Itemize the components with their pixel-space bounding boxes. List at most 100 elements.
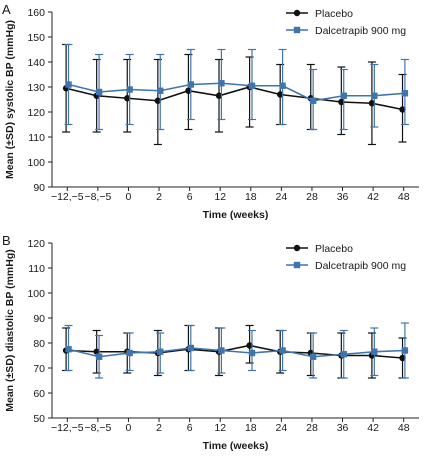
legend-label: Dalcetrapib 900 mg bbox=[315, 260, 406, 272]
data-point bbox=[215, 92, 223, 99]
data-point bbox=[371, 348, 378, 355]
data-point bbox=[279, 82, 286, 89]
x-tick-label: −8,−5 bbox=[84, 422, 111, 434]
y-tick-label: 100 bbox=[27, 157, 45, 169]
x-tick-label: 2 bbox=[156, 191, 162, 203]
y-tick-label: 70 bbox=[33, 363, 45, 375]
x-tick-label: 28 bbox=[306, 422, 318, 434]
data-point bbox=[338, 98, 345, 106]
data-point bbox=[371, 92, 378, 99]
x-tick-label: 12 bbox=[214, 191, 226, 203]
panel-label: A bbox=[2, 2, 11, 17]
data-point bbox=[399, 354, 406, 362]
data-point bbox=[126, 349, 133, 357]
data-point bbox=[340, 351, 347, 358]
data-point bbox=[246, 342, 253, 349]
data-point bbox=[248, 82, 256, 89]
x-tick-label: 12 bbox=[214, 422, 226, 434]
series-dalcetrapib bbox=[64, 322, 409, 379]
x-tick-label: 36 bbox=[337, 422, 349, 434]
series-line bbox=[65, 86, 403, 111]
series-dalcetrapib bbox=[64, 43, 409, 131]
legend-label: Placebo bbox=[315, 243, 353, 255]
panel-a-systolic: A 90 100 110 120 130 140 150 160 −12,−5 −8,−5 0 2 6 12… bbox=[2, 2, 419, 221]
legend-label: Dalcetrapib 900 mg bbox=[315, 25, 406, 37]
data-point bbox=[218, 347, 225, 354]
data-point bbox=[65, 346, 72, 353]
y-tick-label: 120 bbox=[27, 107, 45, 119]
series-line bbox=[68, 82, 405, 102]
x-tick-label: 0 bbox=[126, 422, 132, 434]
y-axis-title: Mean (±SD) systolic BP (mmHg) bbox=[4, 20, 16, 179]
y-tick-label: 120 bbox=[27, 238, 45, 250]
x-tick-label: −8,−5 bbox=[84, 191, 111, 203]
x-tick-label: 48 bbox=[398, 191, 410, 203]
x-axis-title: Time (weeks) bbox=[203, 209, 269, 221]
legend-marker bbox=[293, 244, 301, 252]
data-point bbox=[401, 347, 409, 354]
y-tick-label: 80 bbox=[33, 338, 45, 350]
data-point bbox=[187, 81, 195, 88]
legend-item: Placebo bbox=[286, 8, 353, 20]
data-point bbox=[309, 97, 317, 104]
x-tick-label: 42 bbox=[367, 422, 379, 434]
y-tick-label: 90 bbox=[33, 313, 45, 325]
x-tick-label: 24 bbox=[276, 191, 288, 203]
y-tick-label: 90 bbox=[33, 182, 45, 194]
data-point bbox=[340, 92, 347, 99]
legend-marker bbox=[293, 9, 301, 17]
y-tick-label: 140 bbox=[27, 57, 45, 69]
x-tick-label: 48 bbox=[398, 422, 410, 434]
data-point bbox=[368, 100, 376, 107]
x-tick-label: 0 bbox=[126, 191, 132, 203]
data-point bbox=[401, 90, 409, 97]
legend-item: Dalcetrapib 900 mg bbox=[286, 25, 406, 37]
legend-item: Placebo bbox=[286, 243, 353, 255]
panel-b-diastolic: B 50 60 70 80 90 100 110 120 −12,−5 −8,−5 0 2 6 12 18 24… bbox=[2, 233, 419, 452]
data-point bbox=[185, 87, 192, 94]
x-tick-label: 42 bbox=[367, 191, 379, 203]
data-point bbox=[95, 353, 103, 360]
y-tick-label: 130 bbox=[27, 82, 45, 94]
data-point bbox=[157, 348, 164, 355]
legend: Placebo Dalcetrapib 900 mg bbox=[286, 8, 406, 37]
x-tick-label: 18 bbox=[245, 191, 257, 203]
x-tick-label: 6 bbox=[187, 191, 193, 203]
y-tick-label: 160 bbox=[27, 7, 45, 19]
x-tick-label: −12,−5 bbox=[51, 191, 84, 203]
data-point bbox=[309, 353, 317, 360]
panel-label: B bbox=[2, 233, 11, 248]
data-point bbox=[276, 91, 284, 98]
data-point bbox=[95, 88, 103, 96]
data-point bbox=[65, 81, 72, 88]
series-line bbox=[68, 347, 405, 358]
y-tick-label: 110 bbox=[28, 132, 45, 144]
x-tick-label: −12,−5 bbox=[51, 422, 84, 434]
y-tick-label: 110 bbox=[28, 263, 45, 275]
x-tick-label: 36 bbox=[337, 191, 349, 203]
legend: Placebo Dalcetrapib 900 mg bbox=[286, 243, 406, 272]
x-tick-label: 24 bbox=[276, 422, 288, 434]
data-point bbox=[399, 106, 406, 113]
data-point bbox=[93, 348, 100, 355]
y-tick-label: 150 bbox=[27, 32, 45, 44]
x-tick-label: 2 bbox=[156, 422, 162, 434]
x-tick-label: 6 bbox=[187, 422, 193, 434]
legend-label: Placebo bbox=[315, 8, 353, 20]
data-point bbox=[126, 86, 133, 93]
data-point bbox=[154, 97, 162, 104]
data-point bbox=[124, 95, 131, 102]
y-tick-label: 50 bbox=[33, 413, 45, 425]
series-placebo bbox=[62, 43, 407, 146]
data-point bbox=[218, 80, 225, 87]
data-point bbox=[248, 349, 256, 357]
data-point bbox=[187, 344, 195, 352]
legend-item: Dalcetrapib 900 mg bbox=[286, 260, 406, 272]
data-point bbox=[157, 87, 164, 94]
x-axis-title: Time (weeks) bbox=[203, 440, 269, 452]
x-tick-label: 18 bbox=[245, 422, 257, 434]
x-tick-label: 28 bbox=[306, 191, 318, 203]
y-tick-label: 100 bbox=[27, 288, 45, 300]
y-tick-label: 60 bbox=[33, 388, 45, 400]
data-point bbox=[279, 347, 286, 354]
